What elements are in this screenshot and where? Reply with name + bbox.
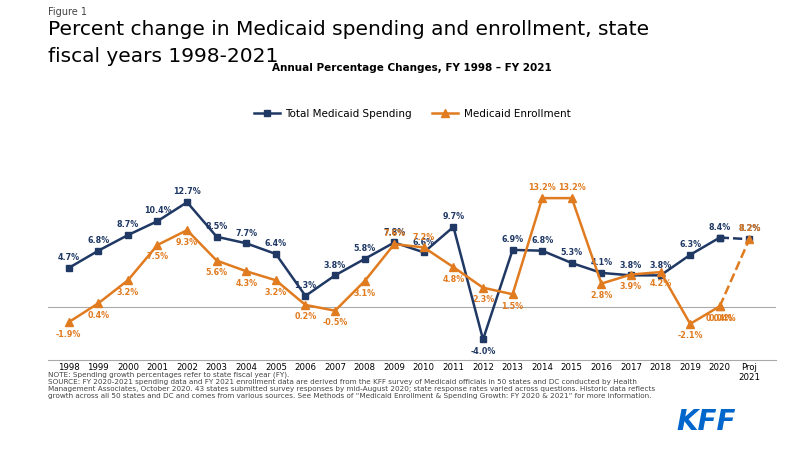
Text: 0.2%: 0.2% — [294, 312, 317, 321]
Text: 2.8%: 2.8% — [590, 291, 613, 300]
Text: 6.9%: 6.9% — [502, 235, 524, 244]
Text: 9.3%: 9.3% — [176, 238, 198, 247]
Text: -4.0%: -4.0% — [470, 347, 496, 356]
Text: 7.8%: 7.8% — [383, 228, 406, 237]
Text: 7.5%: 7.5% — [146, 252, 169, 261]
Text: Percent change in Medicaid spending and enrollment, state: Percent change in Medicaid spending and … — [48, 20, 649, 39]
Text: 13.2%: 13.2% — [528, 183, 556, 192]
Text: 6.8%: 6.8% — [531, 236, 554, 245]
Text: 7.7%: 7.7% — [235, 229, 258, 238]
Text: 2.3%: 2.3% — [472, 295, 494, 304]
Text: 3.8%: 3.8% — [620, 261, 642, 270]
Text: 12.7%: 12.7% — [174, 188, 201, 197]
Text: 8.2%: 8.2% — [738, 225, 761, 234]
Text: 6.3%: 6.3% — [679, 240, 702, 249]
Text: 3.2%: 3.2% — [117, 288, 139, 297]
Text: 1.5%: 1.5% — [502, 302, 524, 310]
Text: 3.8%: 3.8% — [650, 261, 672, 270]
Text: 8.7%: 8.7% — [117, 220, 139, 230]
Text: NOTE: Spending growth percentages refer to state fiscal year (FY).
SOURCE: FY 20: NOTE: Spending growth percentages refer … — [48, 371, 655, 399]
Text: 4.8%: 4.8% — [442, 274, 465, 284]
Text: fiscal years 1998-2021: fiscal years 1998-2021 — [48, 47, 278, 66]
Text: -1.9%: -1.9% — [56, 329, 82, 338]
Legend: Total Medicaid Spending, Medicaid Enrollment: Total Medicaid Spending, Medicaid Enroll… — [250, 104, 574, 123]
Text: 0.4%: 0.4% — [87, 310, 110, 320]
Text: 5.3%: 5.3% — [561, 248, 583, 257]
Text: 13.2%: 13.2% — [558, 183, 586, 192]
Text: 1.3%: 1.3% — [294, 281, 317, 290]
Text: 7.6%: 7.6% — [383, 230, 406, 238]
Text: 3.9%: 3.9% — [620, 282, 642, 291]
Text: KFF: KFF — [676, 409, 735, 436]
Text: 4.7%: 4.7% — [58, 253, 80, 262]
Text: 5.8%: 5.8% — [354, 244, 376, 253]
Text: 3.1%: 3.1% — [354, 288, 376, 297]
Text: 8.4%: 8.4% — [709, 223, 731, 232]
Text: 5.6%: 5.6% — [206, 268, 228, 277]
Text: Annual Percentage Changes, FY 1998 – FY 2021: Annual Percentage Changes, FY 1998 – FY … — [272, 63, 552, 73]
Text: 4.2%: 4.2% — [650, 279, 672, 288]
Text: -2.1%: -2.1% — [678, 331, 703, 340]
Text: 10.4%: 10.4% — [144, 207, 171, 216]
Text: 4.1%: 4.1% — [590, 258, 613, 267]
Text: 4.3%: 4.3% — [235, 279, 258, 288]
Text: 0.04%: 0.04% — [706, 314, 734, 323]
Text: 6.8%: 6.8% — [87, 236, 110, 245]
Text: 8.5%: 8.5% — [206, 222, 228, 231]
Text: 6.4%: 6.4% — [265, 239, 287, 248]
Text: 7.2%: 7.2% — [413, 233, 435, 242]
Text: 3.8%: 3.8% — [324, 261, 346, 270]
Text: 9.7%: 9.7% — [442, 212, 465, 221]
Text: 6.6%: 6.6% — [413, 238, 435, 247]
Text: 8.2%: 8.2% — [738, 225, 761, 234]
Text: 3.2%: 3.2% — [265, 288, 287, 297]
Text: 0.04%: 0.04% — [709, 314, 737, 323]
Text: -0.5%: -0.5% — [322, 318, 348, 327]
Text: Figure 1: Figure 1 — [48, 7, 87, 17]
